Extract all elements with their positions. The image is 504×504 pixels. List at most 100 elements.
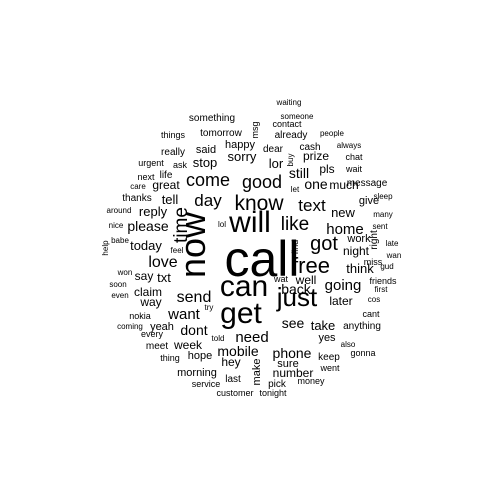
word-last: last (225, 374, 241, 385)
word-morning: morning (177, 367, 217, 379)
word-try: try (205, 303, 214, 312)
word-take: take (311, 318, 336, 333)
word-claim: claim (134, 285, 162, 299)
word-right: right (369, 230, 380, 250)
word-thanks: thanks (122, 193, 151, 204)
word-sleep: sleep (373, 192, 393, 201)
word-know: know (234, 192, 284, 215)
word-new: new (331, 205, 355, 220)
word-meet: meet (146, 341, 168, 352)
word-sent: sent (372, 222, 388, 231)
word-babe: babe (111, 236, 129, 245)
word-time: time (171, 207, 192, 243)
word-next: next (137, 172, 155, 182)
word-txt: txt (157, 270, 171, 285)
word-help: help (101, 240, 110, 256)
word-give: give (359, 195, 379, 207)
word-hope: hope (188, 350, 212, 362)
word-ask: ask (173, 160, 188, 170)
word-stop: stop (193, 155, 218, 170)
word-said: said (196, 144, 216, 156)
word-soon: soon (109, 280, 126, 289)
word-customer: customer (216, 388, 253, 398)
word-buy: buy (286, 154, 295, 167)
word-friends: friends (369, 276, 397, 286)
word-nokia: nokia (129, 311, 151, 321)
word-thing: thing (160, 353, 180, 363)
word-send: send (177, 289, 212, 306)
word-still: still (289, 165, 309, 181)
word-mobile: mobile (217, 343, 258, 359)
word-day: day (194, 191, 222, 210)
word-sorry: sorry (228, 149, 257, 164)
word-one: one (304, 176, 328, 192)
word-home: home (326, 221, 364, 238)
word-wat: wat (273, 274, 289, 284)
word-dont: dont (180, 322, 207, 338)
word-got: got (310, 233, 338, 255)
word-today: today (130, 238, 162, 253)
word-nice: nice (109, 221, 124, 230)
word-want: want (167, 306, 201, 323)
word-like: like (281, 214, 310, 235)
word-cos: cos (368, 295, 380, 304)
word-msg: msg (250, 121, 260, 138)
word-urgent: urgent (138, 158, 164, 168)
word-free: free (292, 253, 330, 278)
word-make: make (251, 359, 263, 386)
word-yes: yes (318, 332, 336, 344)
word-tomorrow: tomorrow (200, 128, 242, 139)
word-things: things (161, 130, 186, 140)
word-cant: cant (362, 309, 380, 319)
word-see: see (282, 315, 305, 331)
word-well: well (295, 273, 317, 287)
word-can: can (220, 270, 268, 303)
word-tonight: tonight (259, 388, 287, 398)
word-come: come (186, 170, 230, 190)
word-around: around (107, 206, 132, 215)
word-gonna: gonna (350, 348, 375, 358)
word-dear: dear (263, 144, 284, 155)
word-always: always (337, 141, 361, 150)
word-work: work (346, 233, 371, 245)
word-get: get (220, 297, 262, 330)
word-coming: coming (117, 322, 143, 331)
word-call: call (224, 231, 299, 287)
word-week: week (173, 338, 203, 352)
word-phone: phone (273, 345, 312, 361)
word-contact: contact (272, 119, 302, 129)
word-night: night (343, 244, 370, 258)
word-gud: gud (380, 262, 393, 271)
word-think: think (346, 261, 374, 276)
word-need: need (235, 329, 268, 346)
word-wan: wan (386, 251, 402, 260)
word-reply: reply (139, 204, 168, 219)
word-say: say (135, 269, 154, 283)
word-many: many (373, 210, 393, 219)
word-just: just (276, 282, 318, 312)
word-let: let (291, 185, 300, 194)
word-lol: lol (218, 220, 226, 229)
word-much: much (329, 178, 358, 192)
word-great: great (152, 178, 180, 192)
word-back: back (281, 281, 312, 297)
word-lor: lor (269, 156, 284, 171)
word-sure: sure (277, 358, 298, 370)
word-waiting: waiting (276, 98, 302, 107)
word-care: care (130, 182, 146, 191)
word-went: went (319, 363, 340, 373)
word-money: money (297, 376, 325, 386)
word-pick: pick (268, 379, 287, 390)
word-tell: tell (162, 192, 179, 207)
word-even: even (111, 291, 128, 300)
word-message: message (347, 178, 388, 189)
word-will: will (228, 206, 271, 239)
word-find: find (290, 240, 300, 255)
word-feel: feel (171, 246, 184, 255)
word-really: really (161, 147, 185, 158)
word-someone: someone (281, 112, 314, 121)
word-going: going (325, 277, 362, 294)
word-number: number (273, 366, 314, 380)
